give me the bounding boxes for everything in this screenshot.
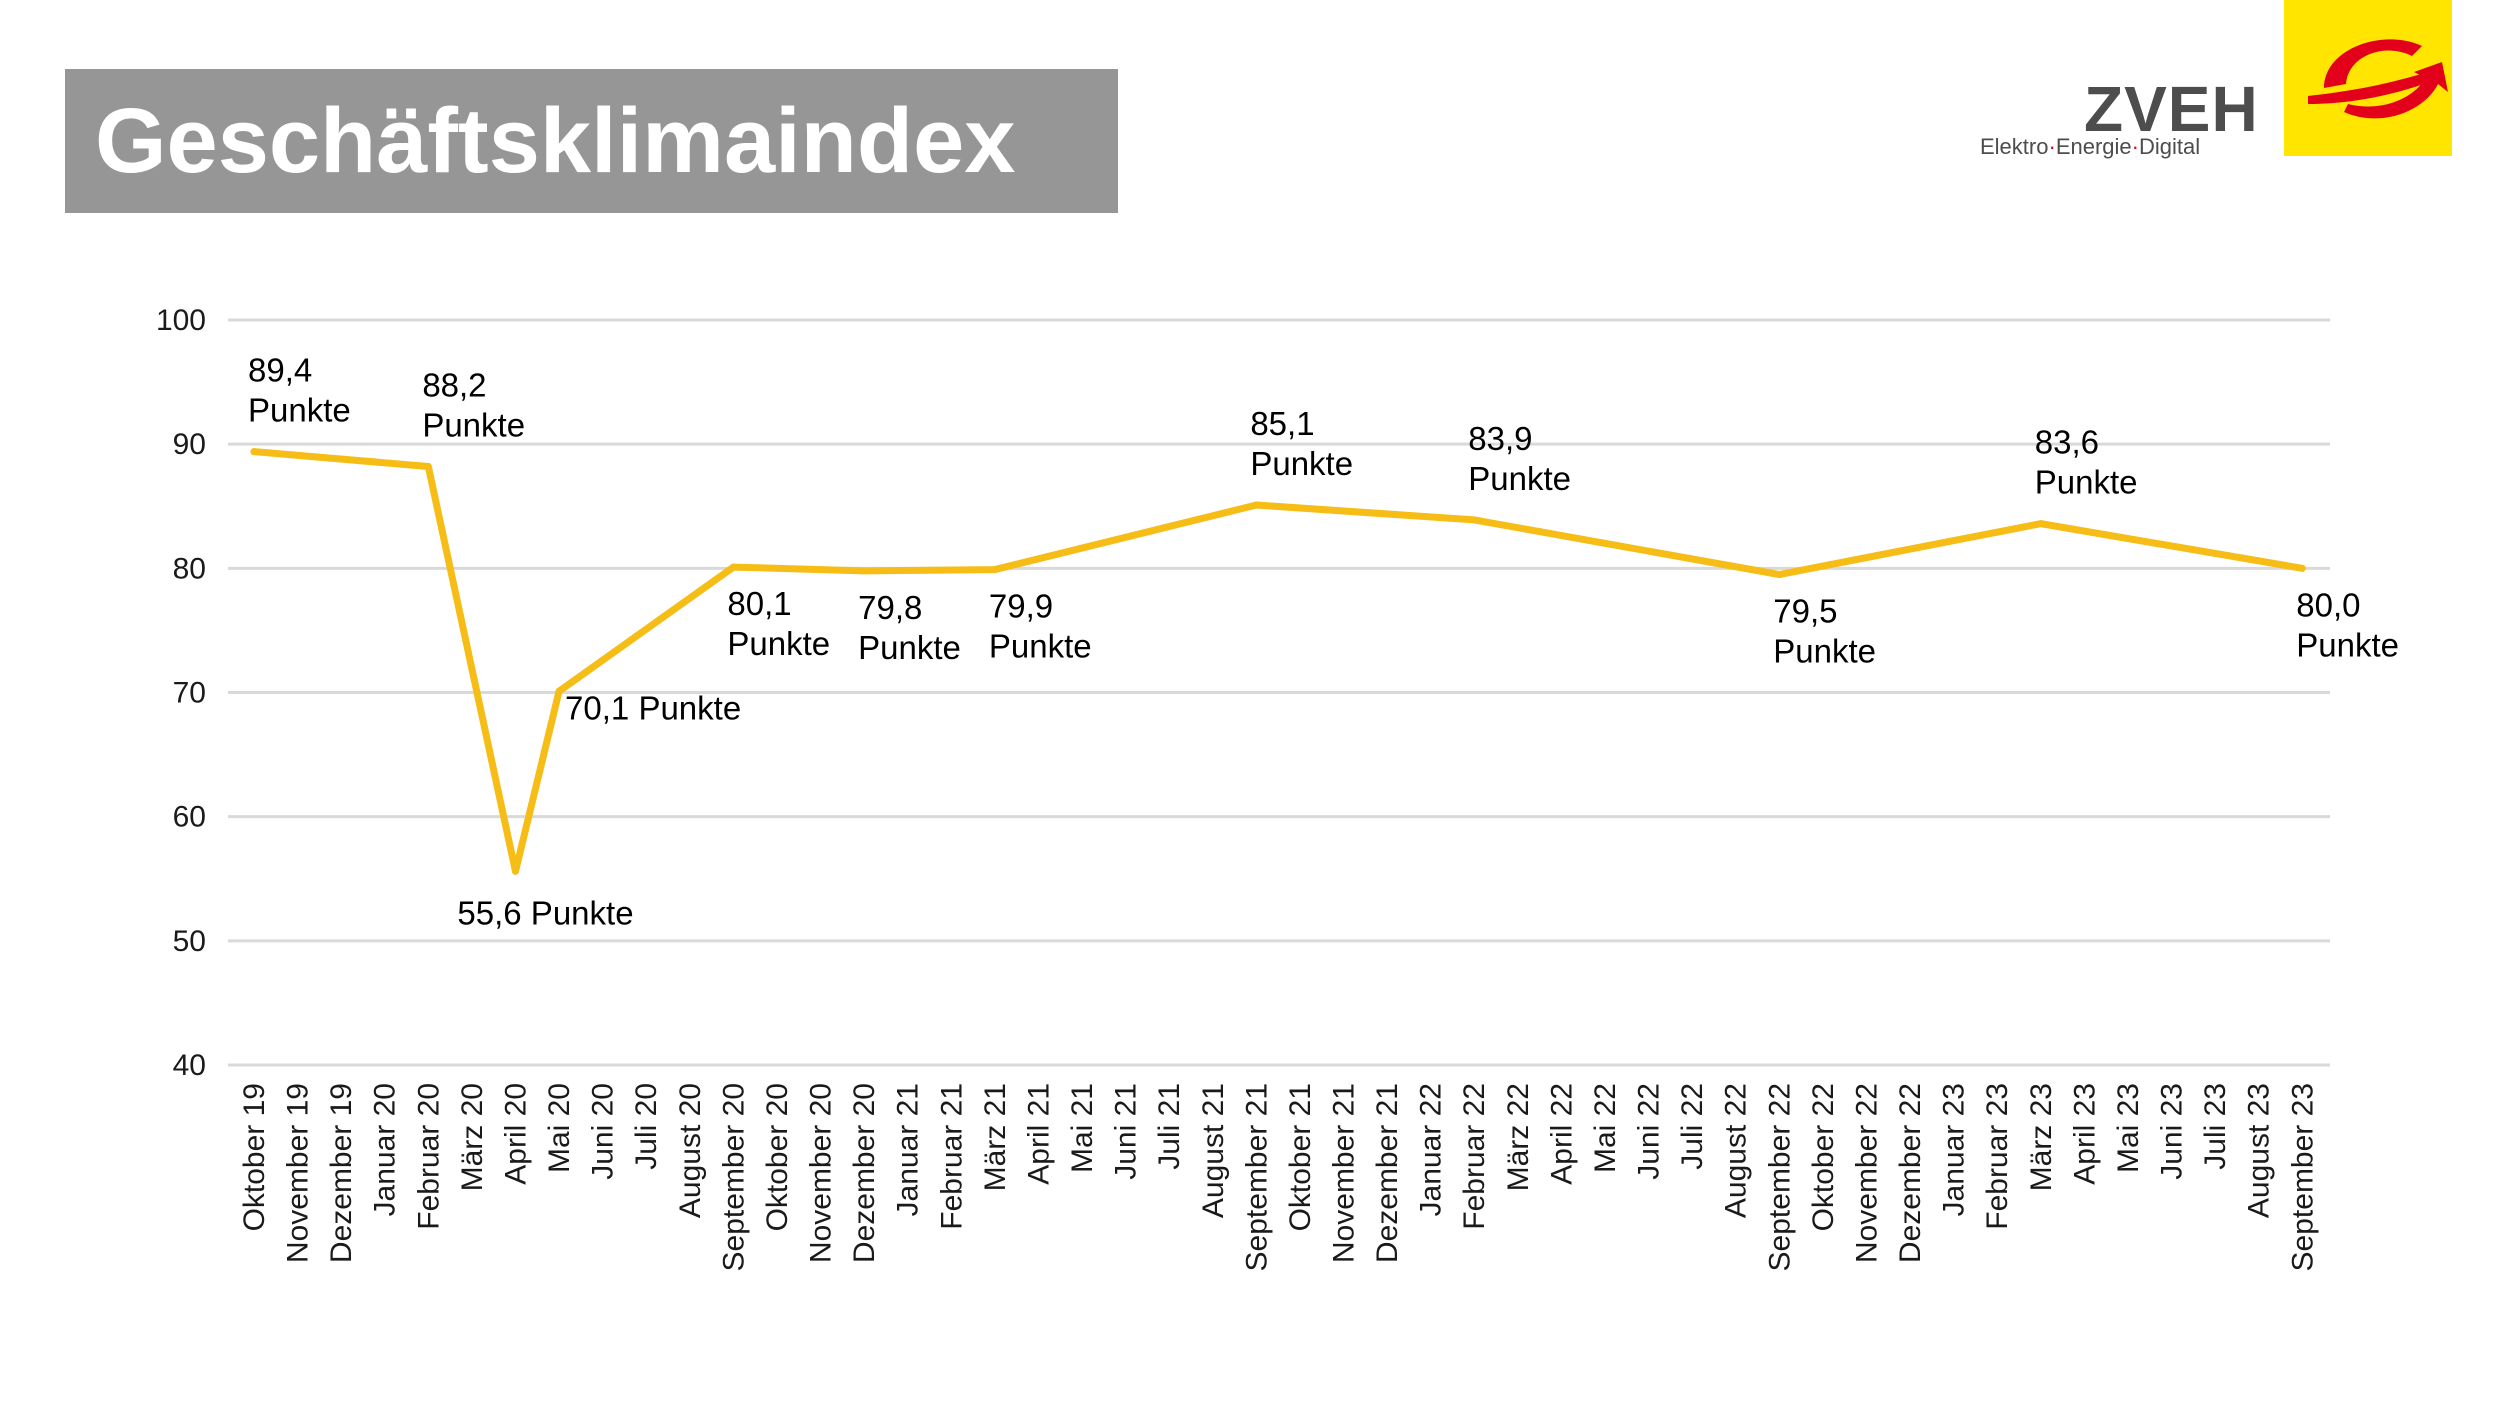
x-tick-label: August 21: [1197, 1083, 1230, 1218]
x-tick-label: Mai 22: [1589, 1083, 1622, 1173]
data-label: 83,6 Punkte: [2035, 424, 2138, 501]
x-tick-label: März 21: [979, 1083, 1012, 1191]
x-tick-label: September 22: [1763, 1083, 1796, 1271]
title-banner: Geschäftsklimaindex: [65, 69, 1118, 213]
data-point: [424, 463, 432, 471]
data-label: 85,1 Punkte: [1250, 405, 1353, 482]
x-tick-label: April 20: [499, 1083, 532, 1185]
logo-tagline-part: Energie: [2055, 134, 2132, 159]
logo-tagline: Elektro·Energie·Digital: [1980, 134, 2200, 160]
y-tick-label: 40: [173, 1049, 206, 1082]
logo-tagline-part: Elektro: [1980, 134, 2049, 159]
data-point: [250, 448, 258, 456]
x-tick-label: April 22: [1545, 1083, 1578, 1185]
x-tick-label: November 19: [282, 1083, 315, 1263]
x-tick-label: Dezember 21: [1371, 1083, 1404, 1263]
x-tick-label: März 22: [1502, 1083, 1535, 1191]
series-line: [250, 448, 2306, 875]
data-label: 79,8 Punkte: [858, 589, 961, 666]
data-label: 79,5 Punkte: [1773, 593, 1876, 670]
data-point: [2298, 564, 2306, 572]
data-point: [991, 566, 999, 574]
logo-tagline-dot: ·: [2048, 134, 2056, 159]
x-tick-label: September 21: [1240, 1083, 1273, 1271]
x-tick-label: April 21: [1022, 1083, 1055, 1185]
x-axis-ticks: Oktober 19 November 19 Dezember 19 Januar 2…: [238, 1083, 2319, 1271]
data-label: 88,2 Punkte: [422, 367, 525, 444]
x-tick-label: November 21: [1328, 1083, 1361, 1263]
x-tick-label: Dezember 22: [1894, 1083, 1927, 1263]
data-point: [1252, 501, 1260, 509]
y-tick-label: 60: [173, 801, 206, 834]
y-tick-label: 80: [173, 552, 206, 585]
data-label: 79,9 Punkte: [989, 588, 1092, 665]
data-label: 70,1 Punkte: [565, 689, 741, 726]
x-tick-label: August 23: [2243, 1083, 2276, 1218]
x-tick-label: Oktober 21: [1284, 1083, 1317, 1231]
x-tick-label: Dezember 20: [848, 1083, 881, 1263]
x-tick-label: Oktober 22: [1807, 1083, 1840, 1231]
x-tick-label: März 20: [456, 1083, 489, 1191]
x-tick-label: Januar 20: [369, 1083, 402, 1216]
data-label: 80,1 Punkte: [727, 585, 830, 662]
x-tick-label: August 22: [1720, 1083, 1753, 1218]
x-tick-label: September 20: [717, 1083, 750, 1271]
data-label: 80,0 Punkte: [2296, 586, 2399, 663]
logo-emblem: [2284, 0, 2452, 156]
data-point: [2037, 520, 2045, 528]
x-tick-label: April 23: [2068, 1083, 2101, 1185]
data-point: [729, 563, 737, 571]
data-point: [860, 567, 868, 575]
x-tick-label: Juni 20: [587, 1083, 620, 1180]
x-tick-label: Februar 21: [935, 1083, 968, 1230]
x-tick-label: Juni 22: [1633, 1083, 1666, 1180]
x-tick-label: Februar 22: [1458, 1083, 1491, 1230]
x-tick-label: März 23: [2025, 1083, 2058, 1191]
x-tick-label: August 20: [674, 1083, 707, 1218]
x-tick-label: November 22: [1850, 1083, 1883, 1263]
logo-tagline-dot: ·: [2131, 134, 2139, 159]
y-axis-ticks: 40 50 60 70 80 90 100: [156, 304, 206, 1082]
x-tick-label: Juli 23: [2199, 1083, 2232, 1170]
x-tick-label: Mai 20: [543, 1083, 576, 1173]
data-label: 83,9 Punkte: [1468, 420, 1571, 497]
x-tick-label: Juni 23: [2156, 1083, 2189, 1180]
x-tick-label: Mai 23: [2112, 1083, 2145, 1173]
page-title: Geschäftsklimaindex: [95, 90, 1016, 192]
x-tick-label: Juni 21: [1110, 1083, 1143, 1180]
data-labels: 89,4 Punkte 88,2 Punkte 55,6 Punkte 70,1 Punk…: [248, 352, 2399, 932]
data-point: [511, 867, 519, 875]
x-tick-label: Oktober 20: [761, 1083, 794, 1231]
x-tick-label: Januar 21: [892, 1083, 925, 1216]
x-tick-label: November 20: [805, 1083, 838, 1263]
data-point: [1775, 571, 1783, 579]
data-label: 89,4 Punkte: [248, 352, 351, 429]
logo-tagline-part: Digital: [2138, 134, 2201, 159]
x-tick-label: Juli 21: [1153, 1083, 1186, 1170]
x-tick-label: Mai 21: [1066, 1083, 1099, 1173]
zveh-logo: ZVEH Elektro·Energie·Digital: [1980, 0, 2500, 160]
data-point: [1470, 516, 1478, 524]
x-tick-label: Oktober 19: [238, 1083, 271, 1231]
x-tick-label: Februar 20: [412, 1083, 445, 1230]
x-tick-label: Januar 22: [1415, 1083, 1448, 1216]
y-tick-label: 50: [173, 925, 206, 958]
x-tick-label: Dezember 19: [325, 1083, 358, 1263]
data-point: [555, 687, 563, 695]
x-tick-label: Juli 20: [630, 1083, 663, 1170]
grid-lines: [228, 318, 2330, 1067]
swoosh-icon: [2308, 39, 2448, 119]
x-tick-label: Januar 23: [1938, 1083, 1971, 1216]
x-tick-label: September 23: [2286, 1083, 2319, 1271]
x-tick-label: Februar 23: [1981, 1083, 2014, 1230]
x-tick-label: Juli 22: [1676, 1083, 1709, 1170]
y-tick-label: 70: [173, 677, 206, 710]
data-label: 55,6 Punkte: [457, 894, 633, 931]
logo-wordmark: ZVEH: [2084, 73, 2259, 145]
y-tick-label: 100: [156, 304, 206, 337]
y-tick-label: 90: [173, 428, 206, 461]
